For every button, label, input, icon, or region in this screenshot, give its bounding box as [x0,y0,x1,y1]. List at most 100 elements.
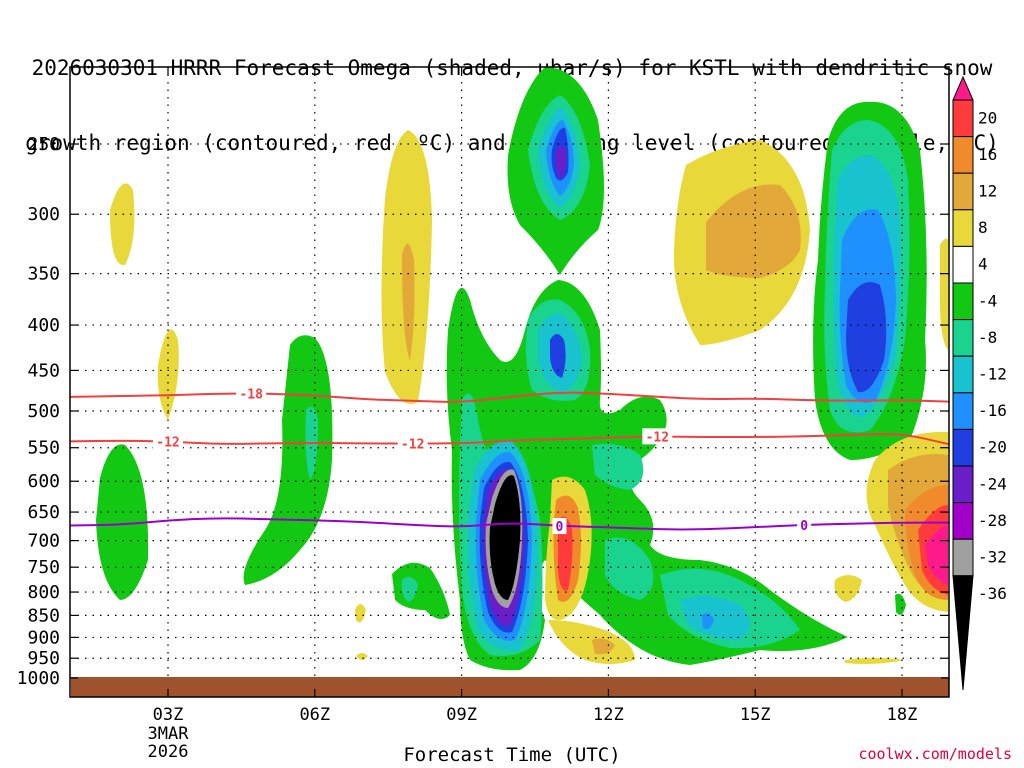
colorbar-label: 4 [978,255,988,274]
x-tick-label: 12Z [593,705,624,725]
colorbar-swatch [952,355,974,394]
contour-label: -12 [646,430,669,445]
colorbar-label: -36 [978,584,1007,603]
y-tick-label: 450 [27,360,60,381]
colorbar-label: 8 [978,218,988,237]
colorbar-label: -32 [978,548,1007,567]
omega-area-orange-1 [402,243,415,360]
colorbar-swatch [952,245,974,284]
colorbar-swatch [952,282,974,321]
omega-area-blue-mid [550,334,566,378]
omega-area-navy-right [846,282,887,393]
colorbar-swatch [952,209,974,247]
omega-area-orange-3 [592,638,615,655]
colorbar-label: -24 [978,474,1007,493]
colorbar-swatch [952,538,974,577]
y-tick-label: 800 [27,582,60,603]
y-tick-label: 850 [27,605,60,626]
omega-area-yellow-7 [548,620,635,664]
colorbar-swatch [952,172,974,211]
contour-label-bg [153,433,183,450]
colorbar-label: 20 [978,108,997,127]
y-tick-label: 950 [27,648,60,669]
colorbar-swatch [952,392,974,430]
omega-area-green-1 [96,444,149,600]
title-line-1: 2026030301 HRRR Forecast Omega (shaded, … [31,56,993,80]
x-tick-label: 15Z [740,705,771,725]
colorbar-swatch [952,99,974,138]
colorbar-label: -28 [978,511,1007,530]
x-tick-sublabel: 3MAR [148,724,190,744]
colorbar: 20 16 12 8 4 -4 -8 -12 -16 -20 -24 -28 -32 -36 [952,75,1007,691]
y-tick-label: 750 [27,557,60,578]
y-tick-label: 300 [27,204,60,225]
contour-label-bg [552,518,567,535]
omega-shading [96,67,948,671]
omega-area-teal-low-2 [605,537,654,600]
colorbar-label: -20 [978,438,1007,457]
contour-label-bg [797,516,812,533]
colorbar-label: 16 [978,145,997,164]
y-tick-label: 350 [27,264,60,285]
y-axis: 2503003504004505005506006507007508008509… [17,134,949,689]
omega-area-green-3 [392,562,450,619]
credit-link[interactable]: coolwx.com/models [858,745,1012,763]
contour-label: 0 [556,520,564,535]
omega-area-yellow-4 [356,653,368,660]
omega-area-yellow-11 [834,575,862,602]
colorbar-swatch [952,502,974,540]
x-tick-sublabel: 2026 [148,742,189,762]
contour-label: -18 [239,388,263,403]
colorbar-swatch [952,465,974,504]
y-tick-label: 500 [27,401,60,422]
contour-label: -12 [401,437,424,452]
omega-area-green-2 [243,335,333,585]
colorbar-swatch [952,319,974,357]
colorbar-swatch [952,428,974,467]
colorbar-label: -8 [978,328,997,347]
y-tick-label: 250 [27,134,60,155]
omega-area-blue-low [702,613,714,629]
contour-dgz-bottom [70,433,950,446]
contour-label-bg [236,385,267,402]
contour-freezing-level [70,517,949,531]
y-tick-label: 600 [27,471,60,492]
omega-area-green-4 [895,593,906,615]
x-tick-label: 18Z [887,705,918,725]
omega-area-teal-2 [401,576,418,602]
contour-label: -12 [156,435,179,450]
omega-area-yellow-12 [845,658,905,664]
y-tick-label: 650 [27,502,60,523]
omega-area-cyan-low [680,596,750,640]
colorbar-label: 12 [978,182,997,201]
colorbar-swatch [952,575,974,691]
x-axis-title: Forecast Time (UTC) [403,744,621,766]
contour-label: 0 [800,519,808,534]
omega-area-black-main [489,475,521,600]
y-tick-label: 400 [27,315,60,336]
omega-area-yellow-1 [110,183,135,266]
y-tick-label: 1000 [17,668,60,689]
omega-area-yellow-3 [355,604,366,623]
omega-area-orange-4 [706,184,801,278]
y-tick-label: 700 [27,531,60,552]
terrain-fill [71,677,949,697]
colorbar-swatch [952,136,974,174]
omega-area-teal-low-1 [592,443,644,490]
contour-lines: -18 -12 -12 -12 0 0 [70,385,950,535]
grid-lines [70,67,949,697]
x-tick-label: 03Z [153,705,184,725]
x-tick-label: 06Z [299,705,330,725]
omega-area-yellow-10 [940,238,948,350]
colorbar-label: -12 [978,365,1007,384]
y-tick-label: 550 [27,438,60,459]
contour-dgz-top [70,391,950,403]
colorbar-label: -16 [978,401,1007,420]
y-tick-label: 900 [27,627,60,648]
contour-label-bg [397,435,428,452]
colorbar-label: -4 [978,291,997,310]
omega-area-purple-upper [555,146,566,180]
omega-area-pink-1 [925,525,948,585]
